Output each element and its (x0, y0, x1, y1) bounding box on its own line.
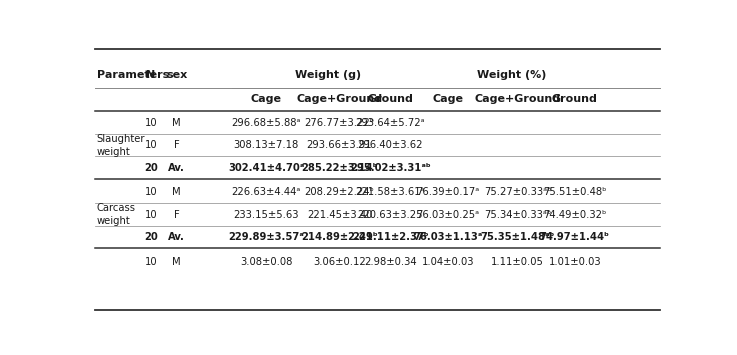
Text: sex: sex (166, 70, 187, 80)
Text: 308.13±7.18: 308.13±7.18 (234, 140, 299, 150)
Text: 75.27±0.33ᵃᵇ: 75.27±0.33ᵃᵇ (484, 187, 551, 197)
Text: 296.40±3.62: 296.40±3.62 (357, 140, 423, 150)
Text: M: M (172, 118, 181, 128)
Text: 20: 20 (144, 232, 158, 242)
Text: Cage: Cage (433, 94, 464, 104)
Text: 10: 10 (144, 187, 157, 197)
Text: 226.63±4.44ᵃ: 226.63±4.44ᵃ (231, 187, 301, 197)
Text: Av.: Av. (168, 232, 185, 242)
Text: 76.03±1.13ᵃ: 76.03±1.13ᵃ (413, 232, 483, 242)
Text: 221.11±2.37ᵇ: 221.11±2.37ᵇ (352, 232, 429, 242)
Text: 75.51±0.48ᵇ: 75.51±0.48ᵇ (543, 187, 607, 197)
Text: F: F (174, 209, 180, 219)
Text: 296.68±5.88ᵃ: 296.68±5.88ᵃ (231, 118, 301, 128)
Text: 1.04±0.03: 1.04±0.03 (422, 257, 474, 267)
Text: 221.58±3.61ᵃ: 221.58±3.61ᵃ (355, 187, 425, 197)
Text: M: M (172, 187, 181, 197)
Text: 3.06±0.12: 3.06±0.12 (313, 257, 366, 267)
Text: 3.08±0.08: 3.08±0.08 (240, 257, 293, 267)
Text: 208.29±2.24ᵇ: 208.29±2.24ᵇ (304, 187, 374, 197)
Text: 76.03±0.25ᵃ: 76.03±0.25ᵃ (416, 209, 480, 219)
Text: 10: 10 (144, 209, 157, 219)
Text: Av.: Av. (168, 163, 185, 173)
Text: Ground: Ground (552, 94, 598, 104)
Text: Slaughter
weight: Slaughter weight (97, 133, 145, 157)
Text: 10: 10 (144, 257, 157, 267)
Text: 233.15±5.63: 233.15±5.63 (234, 209, 299, 219)
Text: Weight (%): Weight (%) (477, 70, 546, 80)
Text: 20: 20 (144, 163, 158, 173)
Text: 10: 10 (144, 118, 157, 128)
Text: 295.02±3.31ᵃᵇ: 295.02±3.31ᵃᵇ (350, 163, 430, 173)
Text: Cage+Ground: Cage+Ground (296, 94, 383, 104)
Text: 214.89±2.49ᵇ: 214.89±2.49ᵇ (301, 232, 378, 242)
Text: N: N (147, 70, 156, 80)
Text: 75.34±0.33ᵃᵇ: 75.34±0.33ᵃᵇ (484, 209, 551, 219)
Text: Parameters: Parameters (97, 70, 169, 80)
Text: 2.98±0.34: 2.98±0.34 (364, 257, 416, 267)
Text: Cage: Cage (251, 94, 282, 104)
Text: 220.63±3.25: 220.63±3.25 (357, 209, 423, 219)
Text: 229.89±3.57ᵃ: 229.89±3.57ᵃ (228, 232, 304, 242)
Text: 293.64±5.72ᵃ: 293.64±5.72ᵃ (355, 118, 425, 128)
Text: 293.66±3.91: 293.66±3.91 (307, 140, 372, 150)
Text: Weight (g): Weight (g) (296, 70, 361, 80)
Text: Carcass
weight: Carcass weight (97, 203, 136, 226)
Text: 276.77±3.22ᵇ: 276.77±3.22ᵇ (304, 118, 374, 128)
Text: 1.11±0.05: 1.11±0.05 (492, 257, 544, 267)
Text: 302.41±4.70ᵃ: 302.41±4.70ᵃ (228, 163, 304, 173)
Text: 74.97±1.44ᵇ: 74.97±1.44ᵇ (539, 232, 609, 242)
Text: 221.45±3.40: 221.45±3.40 (307, 209, 372, 219)
Text: 75.35±1.48ᵃᵇ: 75.35±1.48ᵃᵇ (481, 232, 555, 242)
Text: 10: 10 (144, 140, 157, 150)
Text: M: M (172, 257, 181, 267)
Text: Cage+Ground: Cage+Ground (475, 94, 561, 104)
Text: 1.01±0.03: 1.01±0.03 (548, 257, 601, 267)
Text: Ground: Ground (367, 94, 413, 104)
Text: 74.49±0.32ᵇ: 74.49±0.32ᵇ (543, 209, 607, 219)
Text: 285.22±3.14ᵇ: 285.22±3.14ᵇ (301, 163, 378, 173)
Text: F: F (174, 140, 180, 150)
Text: 76.39±0.17ᵃ: 76.39±0.17ᵃ (416, 187, 480, 197)
